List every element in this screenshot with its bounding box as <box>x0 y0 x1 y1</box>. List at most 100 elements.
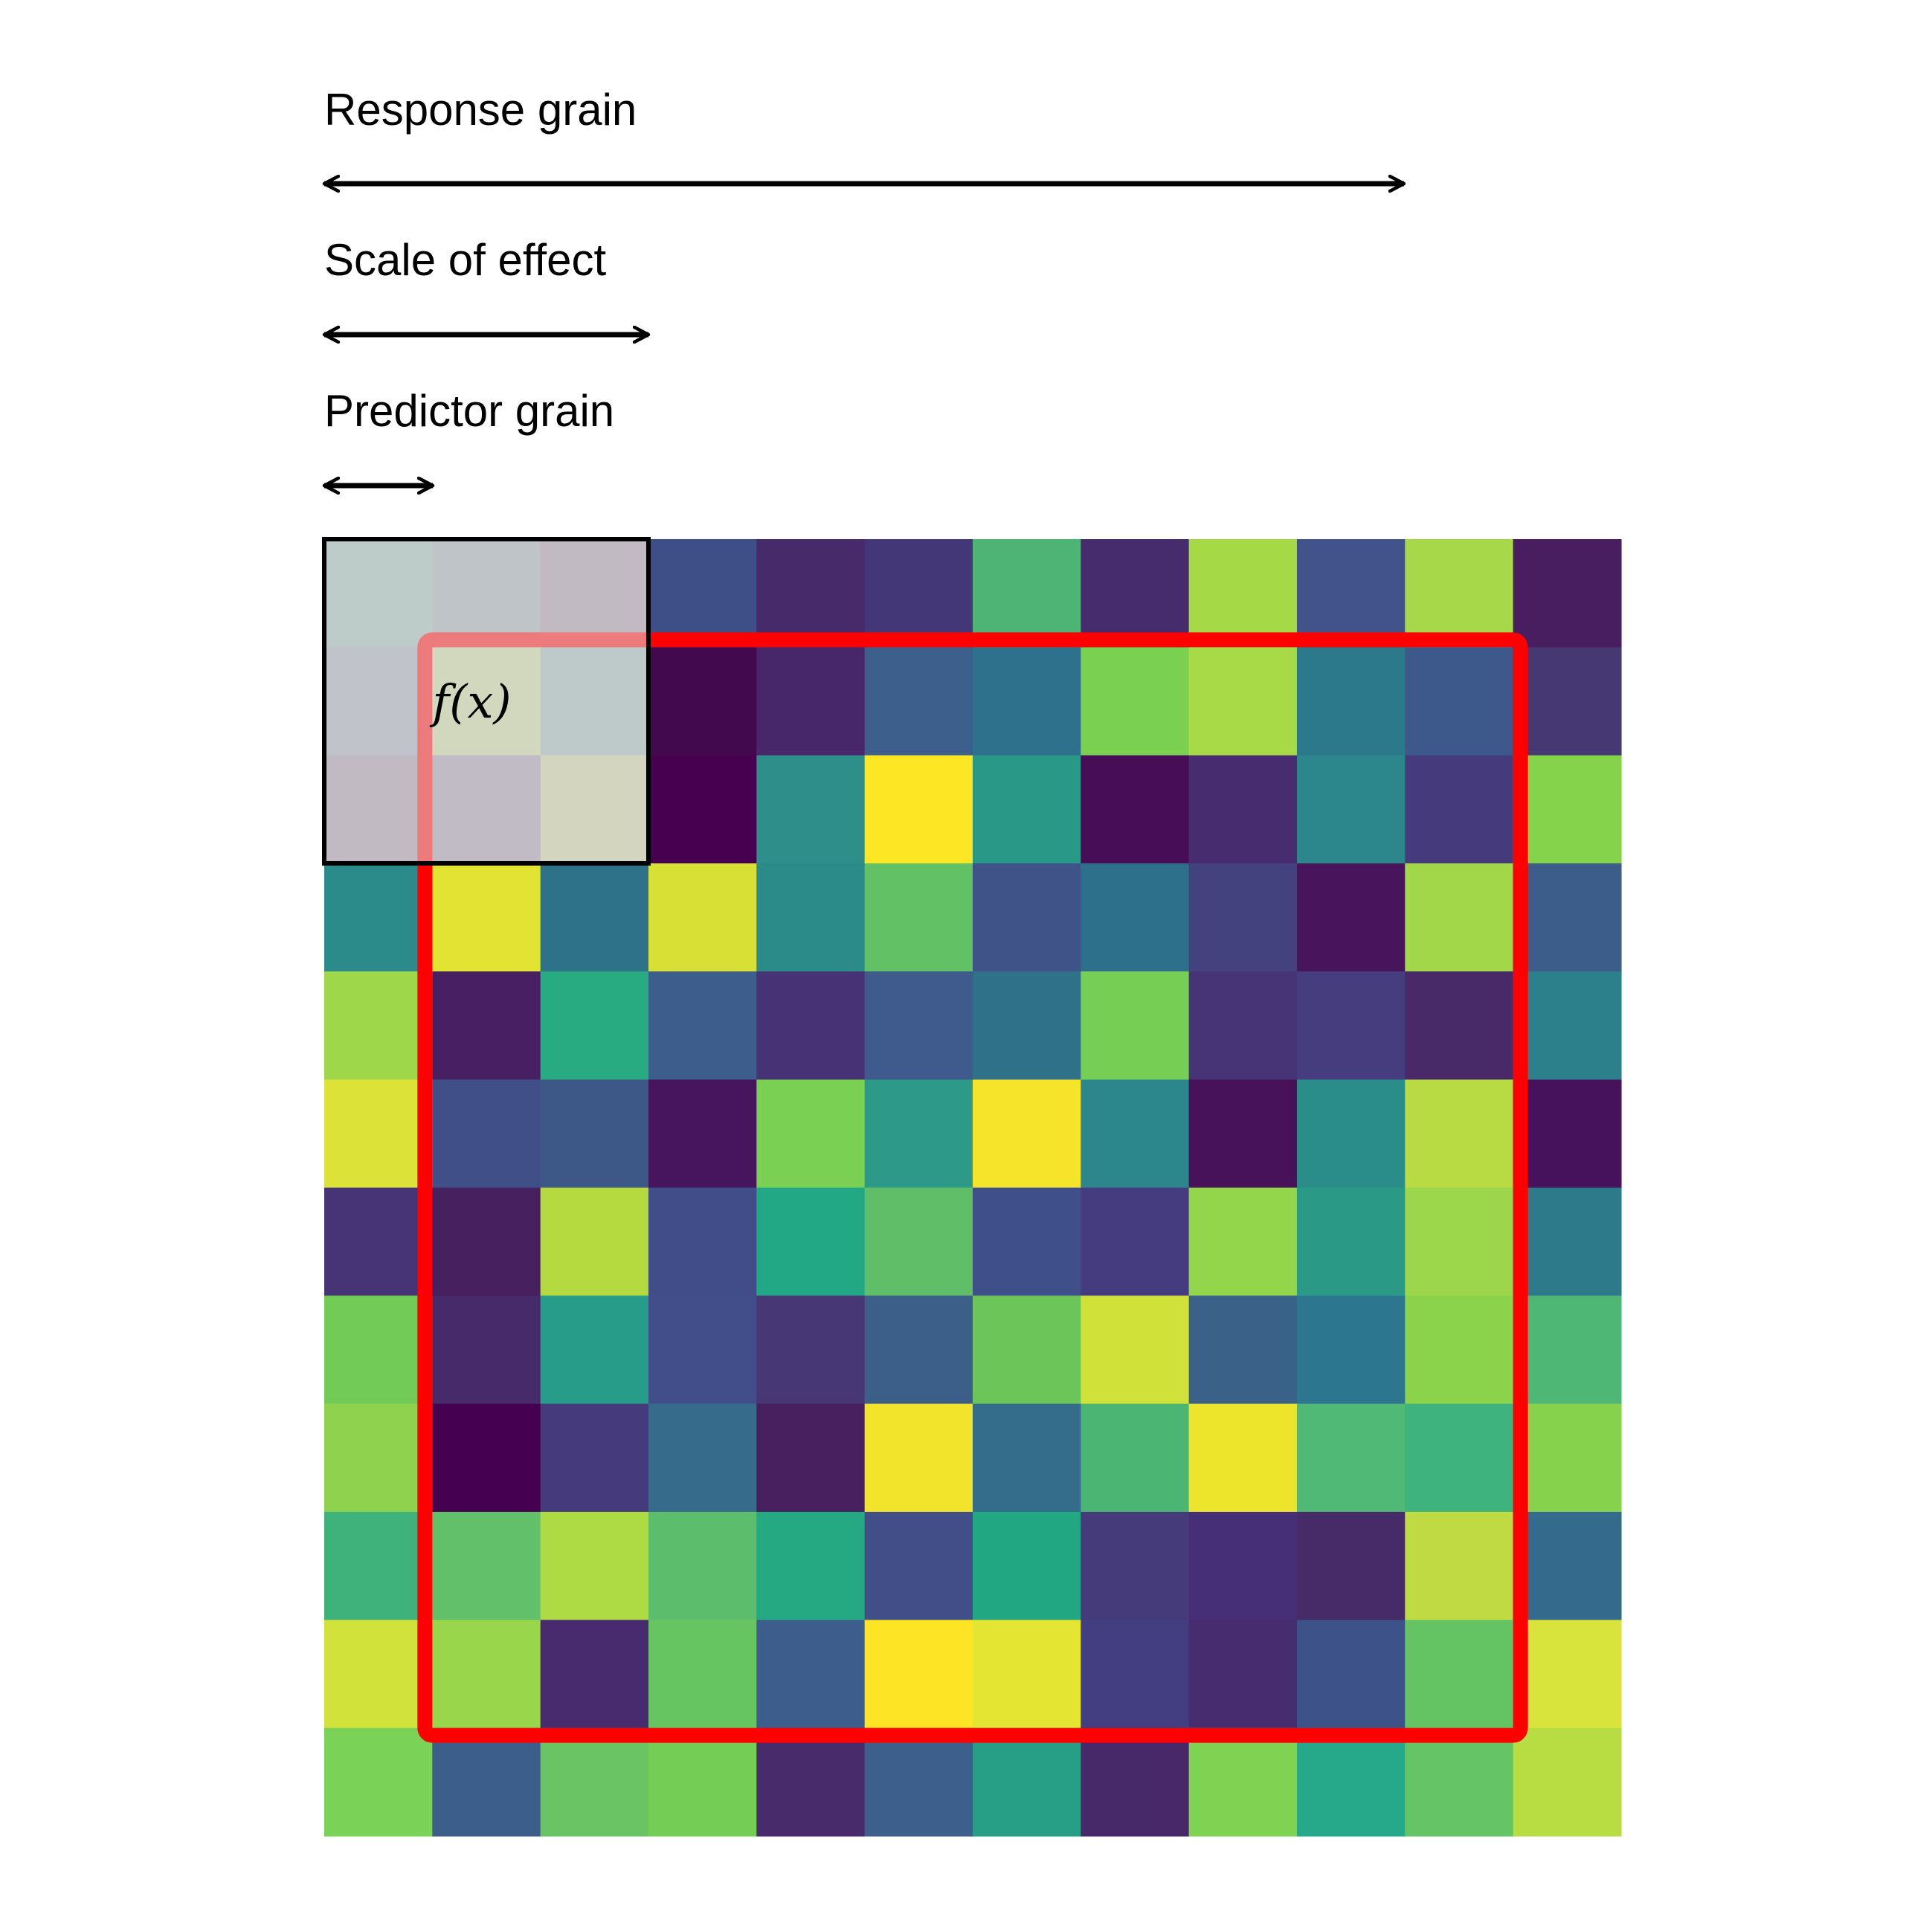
grid-cell <box>1296 755 1405 864</box>
grid-cell <box>1081 863 1190 972</box>
grid-cell <box>1296 971 1405 1081</box>
grid-cell <box>648 863 757 972</box>
raster-grid <box>324 539 1622 1837</box>
grid-cell <box>1188 1403 1298 1513</box>
grid-cell <box>1081 1079 1190 1188</box>
grid-cell <box>972 1079 1081 1188</box>
grid-cell <box>540 1295 649 1405</box>
grid-cell <box>1405 1403 1514 1513</box>
grid-cell <box>540 1079 649 1188</box>
grid-cell <box>864 1403 973 1513</box>
grid-cell <box>324 1727 433 1837</box>
grid-cell <box>1296 1079 1405 1188</box>
grid-cell <box>756 863 866 972</box>
grid-cell <box>1513 1079 1622 1188</box>
grid-cell <box>972 539 1081 648</box>
grid-cell <box>1405 1727 1514 1837</box>
grid-cell <box>1188 755 1298 864</box>
predictor-grain-label: Predictor grain <box>324 386 614 436</box>
grid-cell <box>540 971 649 1081</box>
grid-cell <box>1188 1511 1298 1620</box>
grid-cell <box>1188 1295 1298 1405</box>
grid-cell <box>1081 1403 1190 1513</box>
grid-cell <box>1513 539 1622 648</box>
grid-cell <box>1296 1403 1405 1513</box>
grid-cell <box>1188 1079 1298 1188</box>
grid-cell <box>1081 1620 1190 1729</box>
grid-cell <box>324 1187 433 1296</box>
grid-cell <box>324 1079 433 1188</box>
grid-cell <box>756 1295 866 1405</box>
grid-cell <box>1405 755 1514 864</box>
grid-cell <box>756 647 866 756</box>
grid-cell <box>1188 863 1298 972</box>
grid-cell <box>864 647 973 756</box>
grid-cell <box>1296 647 1405 756</box>
grid-cell <box>1513 647 1622 756</box>
grid-cell <box>1188 647 1298 756</box>
grid-cell <box>972 1187 1081 1296</box>
grid-cell <box>432 1727 541 1837</box>
scale-of-effect-label: Scale of effect <box>324 235 606 285</box>
grid-cell <box>432 1403 541 1513</box>
grid-cell <box>864 1079 973 1188</box>
grid-cell <box>648 1620 757 1729</box>
grid-cell <box>972 1727 1081 1837</box>
grid-cell <box>1513 1511 1622 1620</box>
grid-cell <box>324 1511 433 1620</box>
grid-cell <box>324 971 433 1081</box>
grid-cell <box>1296 1620 1405 1729</box>
grid-cell <box>756 1727 866 1837</box>
grid-cell <box>1513 1727 1622 1837</box>
grid-cell <box>756 1079 866 1188</box>
grid-cell <box>1513 971 1622 1081</box>
grid-cell <box>1188 539 1298 648</box>
grid-cell <box>1081 755 1190 864</box>
grid-cell <box>756 1187 866 1296</box>
grid-cell <box>540 1403 649 1513</box>
grid-cell <box>1081 1187 1190 1296</box>
focal-window-overlay <box>324 539 648 863</box>
grid-cell <box>864 539 973 648</box>
grid-cell <box>648 647 757 756</box>
grid-cell <box>432 863 541 972</box>
grid-cell <box>324 863 433 972</box>
grid-cell <box>972 1295 1081 1405</box>
grid-cell <box>1188 971 1298 1081</box>
grid-cell <box>972 863 1081 972</box>
grid-cell <box>864 1187 973 1296</box>
grid-cell <box>1081 647 1190 756</box>
grid-cell <box>324 1620 433 1729</box>
grid-cell <box>1188 1620 1298 1729</box>
grid-cell <box>540 1511 649 1620</box>
grid-cell <box>864 1727 973 1837</box>
grid-cell <box>1513 755 1622 864</box>
grid-cell <box>756 1403 866 1513</box>
grid-cell <box>1405 1511 1514 1620</box>
function-label: f(x) <box>429 674 511 729</box>
grid-cell <box>1296 1511 1405 1620</box>
grid-cell <box>864 1511 973 1620</box>
grid-cell <box>648 1511 757 1620</box>
grid-cell <box>864 755 973 864</box>
response-grain-label: Response grain <box>324 85 637 135</box>
grid-cell <box>1081 1727 1190 1837</box>
grid-cell <box>756 755 866 864</box>
grid-cell <box>648 755 757 864</box>
grid-cell <box>432 1620 541 1729</box>
grid-cell <box>864 1620 973 1729</box>
grid-cell <box>1513 1187 1622 1296</box>
response-window <box>417 632 1528 1743</box>
grid-cell <box>864 863 973 972</box>
grid-cell <box>1405 1079 1514 1188</box>
grid-cell <box>1513 1620 1622 1729</box>
grid-cell <box>1405 1620 1514 1729</box>
grid-cell <box>1296 1187 1405 1296</box>
grid-cell <box>1405 971 1514 1081</box>
grid-cell <box>324 1403 433 1513</box>
grid-cell <box>432 1511 541 1620</box>
grid-cell <box>432 1079 541 1188</box>
grid-cell <box>540 863 649 972</box>
grid-cell <box>1405 863 1514 972</box>
grid-cell <box>648 1295 757 1405</box>
